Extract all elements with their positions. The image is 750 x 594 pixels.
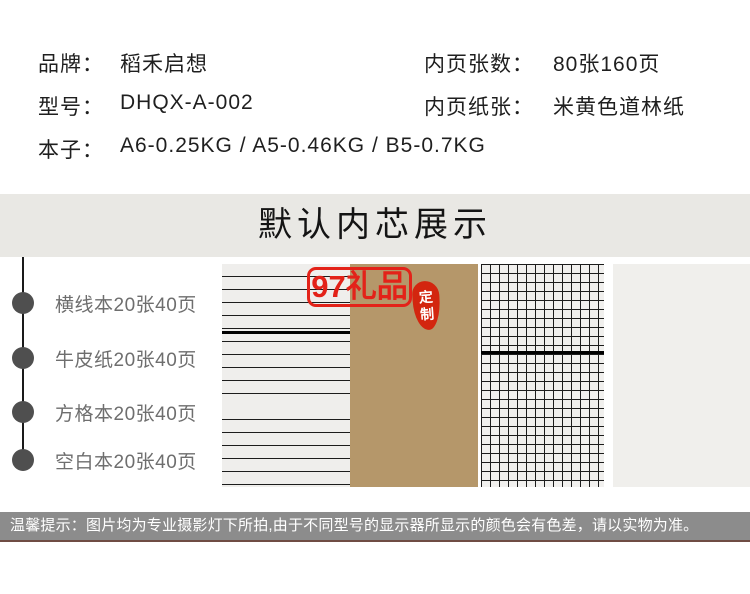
spec-label-weight: 本子： [38, 139, 104, 162]
spec-row-paper-type: 内页纸张： 米黄色道林纸 [424, 91, 684, 121]
spec-label-sheets: 内页张数： [424, 53, 534, 76]
list-item-blank: 空白本20张40页 [12, 448, 197, 473]
spec-label-model: 型号： [38, 96, 104, 119]
lined-paper-sample [222, 264, 350, 487]
list-item-lined: 横线本20张40页 [12, 291, 197, 316]
section-banner-title: 默认内芯展示 [0, 194, 750, 257]
spec-row-sheets: 内页张数： 80张160页 [424, 48, 659, 78]
spec-value-sheets: 80张160页 [553, 53, 661, 76]
grid-paper-sample [481, 264, 604, 487]
list-item-grid: 方格本20张40页 [12, 400, 197, 425]
spec-value-weight: A6-0.25KG / A5-0.46KG / B5-0.7KG [120, 134, 486, 157]
shop-watermark: 97礼品 [307, 267, 412, 307]
lined-divider-line [222, 331, 350, 334]
bullet-icon [12, 401, 34, 423]
spec-label-paper-type: 内页纸张： [424, 96, 534, 119]
footer-notice: 温馨提示：图片均为专业摄影灯下所拍,由于不同型号的显示器所显示的颜色会有色差，请… [0, 512, 750, 542]
list-item-label: 空白本20张40页 [55, 451, 197, 473]
bullet-icon [12, 347, 34, 369]
spec-value-brand: 稻禾启想 [120, 53, 208, 76]
blank-paper-sample [613, 264, 750, 487]
spec-value-model: DHQX-A-002 [120, 91, 254, 114]
bullet-icon [12, 292, 34, 314]
spec-value-paper-type: 米黄色道林纸 [553, 96, 685, 119]
spec-label-brand: 品牌： [38, 53, 104, 76]
seal-char-bottom: 制 [419, 305, 435, 322]
list-item-label: 横线本20张40页 [55, 294, 197, 316]
spec-row-brand: 品牌： 稻禾启想 [38, 48, 207, 78]
list-item-label: 牛皮纸20张40页 [55, 349, 197, 371]
grid-divider-line [481, 351, 604, 354]
spec-row-weight: 本子： A6-0.25KG / A5-0.46KG / B5-0.7KG [38, 134, 485, 164]
seal-char-top: 定 [418, 288, 434, 305]
page-crease [222, 394, 350, 408]
spec-row-model: 型号： DHQX-A-002 [38, 91, 253, 121]
bullet-icon [12, 449, 34, 471]
list-item-kraft: 牛皮纸20张40页 [12, 346, 197, 371]
list-item-label: 方格本20张40页 [55, 403, 197, 425]
